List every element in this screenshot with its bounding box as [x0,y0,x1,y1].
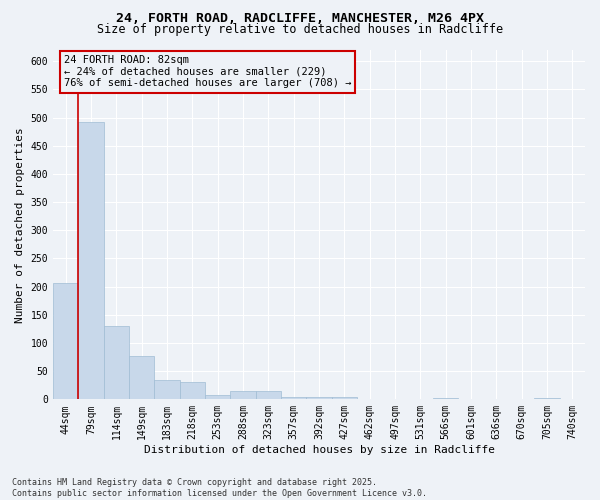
Y-axis label: Number of detached properties: Number of detached properties [15,127,25,322]
Bar [179,382,205,400]
X-axis label: Distribution of detached houses by size in Radcliffe: Distribution of detached houses by size … [143,445,494,455]
Text: 24 FORTH ROAD: 82sqm
← 24% of detached houses are smaller (229)
76% of semi-deta: 24 FORTH ROAD: 82sqm ← 24% of detached h… [64,55,351,88]
Bar [332,396,357,400]
Bar [79,122,104,400]
Bar [433,398,458,400]
Bar [307,396,332,400]
Bar [256,392,281,400]
Bar [129,356,154,400]
Bar [154,380,179,400]
Bar [205,395,230,400]
Text: Contains HM Land Registry data © Crown copyright and database right 2025.
Contai: Contains HM Land Registry data © Crown c… [12,478,427,498]
Bar [281,396,307,400]
Text: 24, FORTH ROAD, RADCLIFFE, MANCHESTER, M26 4PX: 24, FORTH ROAD, RADCLIFFE, MANCHESTER, M… [116,12,484,26]
Bar [53,282,79,400]
Bar [535,398,560,400]
Bar [104,326,129,400]
Bar [230,392,256,400]
Text: Size of property relative to detached houses in Radcliffe: Size of property relative to detached ho… [97,22,503,36]
